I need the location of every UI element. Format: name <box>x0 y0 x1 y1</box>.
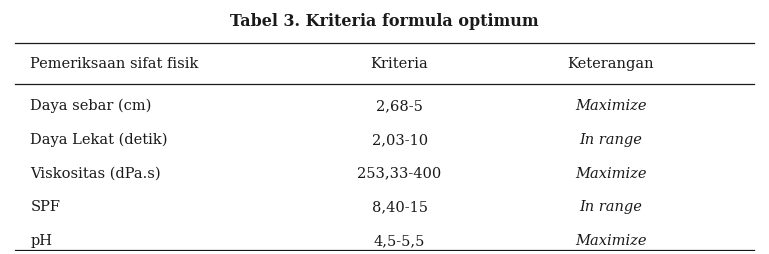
Text: Keterangan: Keterangan <box>568 57 654 71</box>
Text: In range: In range <box>579 133 642 146</box>
Text: 2,03-10: 2,03-10 <box>371 133 428 146</box>
Text: Daya Lekat (detik): Daya Lekat (detik) <box>30 132 168 147</box>
Text: Pemeriksaan sifat fisik: Pemeriksaan sifat fisik <box>30 57 198 71</box>
Text: Kriteria: Kriteria <box>371 57 428 71</box>
Text: SPF: SPF <box>30 200 60 214</box>
Text: pH: pH <box>30 233 52 247</box>
Text: 8,40-15: 8,40-15 <box>371 200 428 214</box>
Text: Daya sebar (cm): Daya sebar (cm) <box>30 99 151 113</box>
Text: Maximize: Maximize <box>575 99 646 113</box>
Text: 253,33-400: 253,33-400 <box>358 166 441 180</box>
Text: 4,5-5,5: 4,5-5,5 <box>374 233 425 247</box>
Text: Viskositas (dPa.s): Viskositas (dPa.s) <box>30 166 161 180</box>
Text: In range: In range <box>579 200 642 214</box>
Text: Tabel 3. Kriteria formula optimum: Tabel 3. Kriteria formula optimum <box>230 12 539 29</box>
Text: 2,68-5: 2,68-5 <box>376 99 423 113</box>
Text: Maximize: Maximize <box>575 233 646 247</box>
Text: Maximize: Maximize <box>575 166 646 180</box>
